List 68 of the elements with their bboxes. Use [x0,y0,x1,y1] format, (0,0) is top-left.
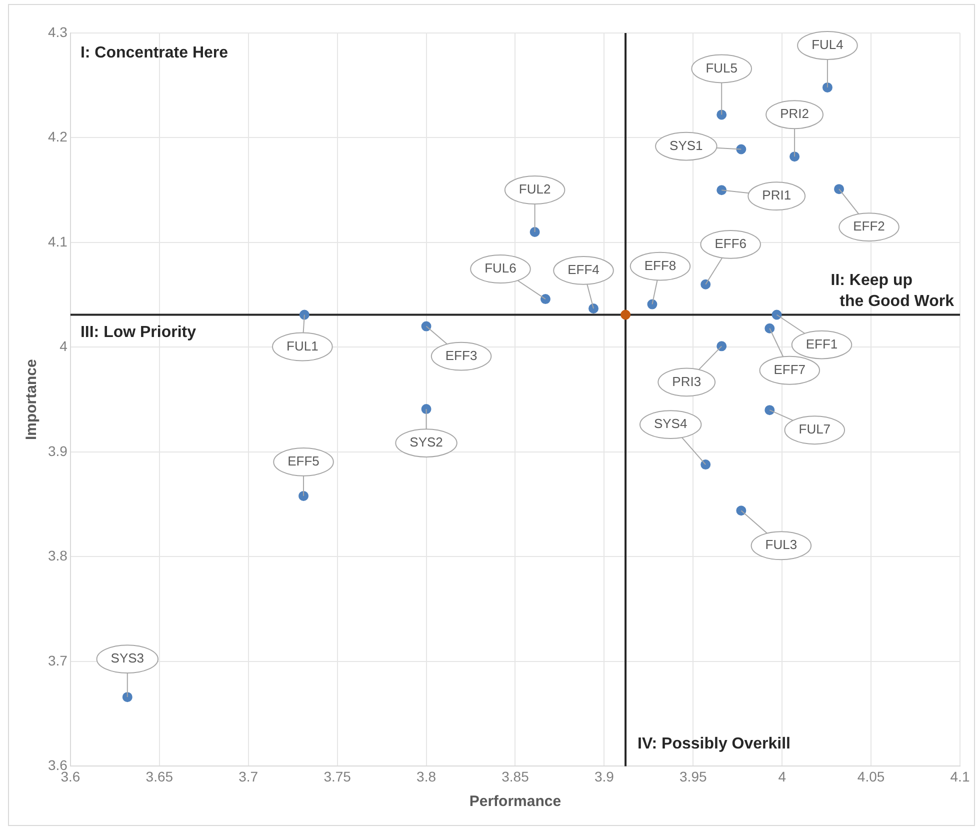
point [299,310,310,320]
annotation: EFF8 [644,258,676,273]
annotation: EFF5 [288,454,320,469]
y-tick-label: 4 [60,338,68,354]
annotation: IV: Possibly Overkill [638,736,790,753]
y-axis-title: Importance [23,359,40,440]
annotation: PRI1 [762,188,792,203]
x-tick-label: 3.95 [680,768,707,784]
point [736,506,746,516]
annotation: FUL5 [706,60,738,76]
annotation: SYS4 [654,416,688,432]
annotation: FUL4 [812,37,844,52]
y-tick-label: 3.7 [48,652,68,668]
point [716,185,727,196]
annotation: II: Keep up the Good Work [830,272,954,310]
annotation: FUL7 [798,422,831,437]
point [772,310,782,320]
annotation: PRI2 [780,106,809,122]
y-tick-label: 4.1 [48,233,68,250]
x-tick-label: 4.05 [857,768,885,784]
point [716,341,727,352]
y-tick-label: 4.2 [48,128,68,145]
x-tick-label: 3.65 [146,768,174,784]
point [700,460,711,470]
point [421,404,432,414]
annotation: EFF2 [853,218,885,234]
point [540,294,550,304]
point [764,323,775,334]
annotation: FUL1 [286,338,318,354]
x-tick-label: 3.7 [238,768,258,784]
annotation: EFF4 [568,262,600,278]
y-tick-label: 3.9 [48,442,68,459]
x-tick-label: 3.75 [324,768,352,784]
point [298,490,309,501]
point [834,184,844,194]
point [790,152,800,162]
annotation: SYS3 [110,650,144,666]
annotation: PRI3 [672,374,702,389]
annotation: SYS1 [670,138,703,153]
annotation: EFF1 [806,336,838,352]
x-tick-label: 3.85 [502,768,530,784]
y-tick-label: 3.8 [48,548,68,564]
x-tick-label: 4.1 [950,768,970,784]
point [736,144,746,154]
point [822,82,832,92]
annotation: EFF7 [774,362,806,377]
annotation: I: Concentrate Here [80,44,228,62]
point [421,321,432,332]
x-axis-title: Performance [469,793,562,810]
point [716,110,727,120]
annotation: SYS2 [410,434,443,450]
point [122,692,132,702]
point [764,405,775,416]
point [588,303,599,314]
annotation: III: Low Priority [80,324,196,342]
point [620,310,631,320]
annotation: FUL2 [518,182,551,197]
annotation: EFF3 [445,348,478,363]
point [530,227,540,238]
x-tick-label: 4 [778,768,786,784]
point [647,299,658,310]
annotation: FUL3 [765,537,798,552]
y-tick-label: 4.3 [48,24,68,40]
x-tick-label: 3.8 [416,768,436,784]
annotation: FUL6 [484,260,516,276]
x-tick-label: 3.9 [594,768,614,784]
annotation: EFF6 [714,236,746,251]
point [700,279,711,290]
